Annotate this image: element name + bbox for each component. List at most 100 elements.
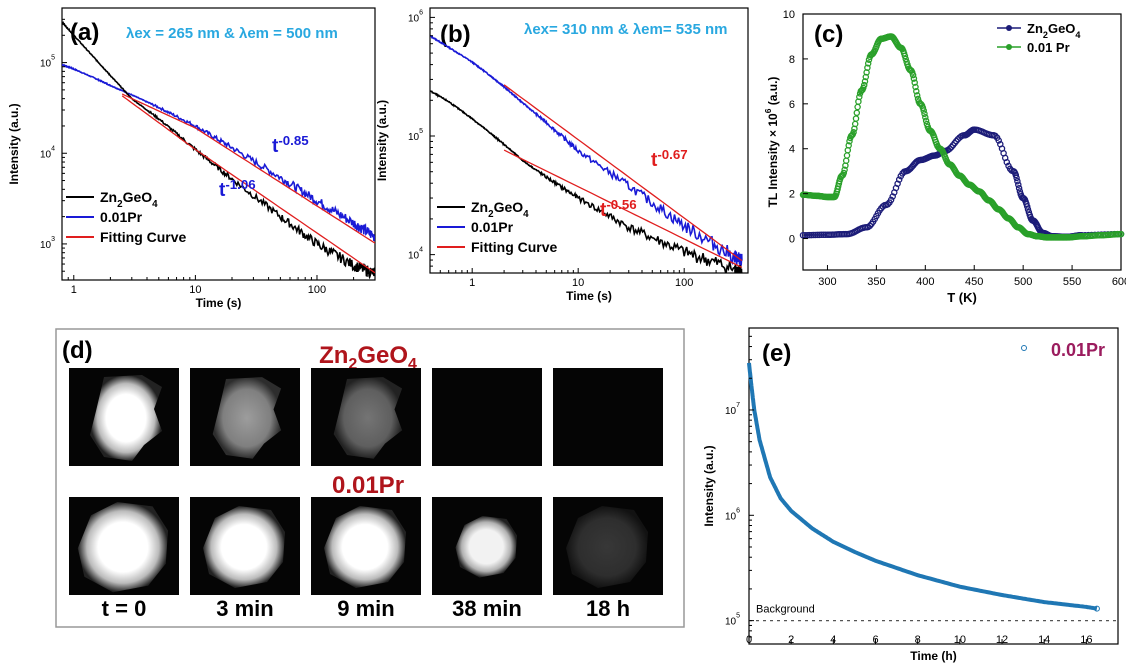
y-tick-label: 105 [408, 128, 423, 143]
tl-point-0 [1003, 158, 1011, 166]
panel-c: (c) 300 350 400 450 500 550 600 0 2 4 6 8 10 T (K) TL … [763, 9, 1126, 305]
tl-point-1 [919, 104, 927, 112]
tl-point-1 [912, 83, 919, 91]
tl-point-1 [911, 79, 918, 86]
tl-point-0 [809, 231, 817, 239]
tl-point-0 [887, 196, 895, 204]
fit-annotation: t-1.06 [219, 177, 256, 201]
tl-point-1 [922, 117, 930, 125]
panel-e-frame [748, 327, 1119, 645]
legend-swatch-marker [1006, 44, 1012, 50]
tl-point-0 [1012, 171, 1020, 179]
tl-point-1 [845, 142, 852, 149]
x-tick-label: 550 [1063, 276, 1081, 288]
x-tick-label: 8 [915, 634, 921, 646]
decay-curve [747, 362, 1098, 611]
panel-a: (a) λex = 265 nm & λem = 500 nm 1 10 100 10… [7, 7, 376, 310]
afterglow-sample [333, 377, 403, 459]
legend-label: 0.01Pr [1051, 340, 1105, 360]
series-line-b-1 [430, 34, 743, 267]
y-axis-label: Intensity (a.u.) [7, 103, 21, 184]
tl-point-0 [1015, 181, 1022, 188]
tl-point-1 [840, 169, 848, 177]
tl-point-1 [901, 52, 909, 60]
panel-d-row1-title: Zn2GeO4 [319, 342, 417, 373]
fit-annotation: t-0.56 [600, 197, 637, 221]
panel-b-label: (b) [440, 21, 471, 48]
legend-label: Fitting Curve [100, 229, 187, 245]
panel-c-data: 300 350 400 450 500 550 600 0 2 4 6 8 10 T (K) TL Inte… [763, 9, 1126, 305]
tl-point-0 [1024, 206, 1032, 213]
afterglow-sample [455, 516, 517, 578]
series-line-a-0 [62, 20, 375, 280]
x-tick-label: 100 [308, 284, 326, 296]
x-tick-label: 10 [954, 634, 966, 646]
panel-a-label: (a) [70, 19, 99, 46]
x-tick-label: 4 [830, 634, 836, 646]
tl-point-0 [1013, 174, 1020, 182]
tl-point-1 [854, 103, 861, 111]
tl-point-1 [860, 84, 867, 92]
x-tick-label: 100 [675, 277, 693, 289]
x-tick-label: 400 [916, 276, 934, 288]
time-label: 3 min [216, 596, 273, 621]
tl-point-0 [811, 231, 819, 239]
legend-label: 0.01Pr [100, 209, 143, 225]
y-axis-label: TL Intensity × 106 (a.u.) [763, 77, 780, 208]
tl-point-0 [995, 137, 1002, 144]
x-tick-label: 6 [872, 634, 878, 646]
tl-point-0 [1015, 184, 1023, 192]
y-tick-label: 103 [40, 236, 55, 251]
tl-point-1 [860, 81, 868, 89]
tl-point-1 [852, 115, 860, 122]
y-tick-label: 8 [789, 54, 795, 66]
legend-label: Fitting Curve [471, 239, 558, 255]
series-line-b-0 [430, 90, 743, 273]
panel-d-label: (d) [62, 337, 93, 364]
tl-point-0 [818, 231, 825, 239]
afterglow-tile [553, 368, 663, 466]
legend-marker [1021, 345, 1027, 351]
tl-point-0 [799, 231, 807, 239]
panel-b-frame [429, 7, 749, 274]
tl-point-1 [902, 55, 909, 63]
afterglow-tile [432, 368, 542, 466]
panel-d-tiles: t = 0 3 min 9 min 38 min 18 h [69, 368, 663, 621]
legend-label: Zn2GeO4 [1027, 21, 1081, 40]
tl-point-1 [843, 152, 851, 159]
y-axis-label: Intensity (a.u.) [375, 100, 389, 181]
tl-point-1 [856, 93, 863, 101]
y-axis-label: Intensity (a.u.) [702, 445, 716, 526]
x-tick-label: 10 [572, 277, 584, 289]
tl-point-1 [861, 78, 869, 85]
legend-label: Zn2GeO4 [471, 199, 529, 220]
panel-c-frame [802, 13, 1122, 271]
tl-point-1 [910, 75, 918, 82]
legend-swatch-marker [1006, 25, 1012, 31]
time-label: 38 min [452, 596, 522, 621]
time-label: t = 0 [102, 596, 147, 621]
panel-a-data: 1 10 100 103 104 105 Time (s) Intensity (a.u.) t… [7, 7, 376, 310]
x-tick-label: 14 [1038, 634, 1050, 646]
x-tick-label: 16 [1080, 634, 1092, 646]
y-tick-label: 106 [725, 507, 740, 522]
panel-a-frame [61, 7, 376, 281]
y-tick-label: 105 [725, 613, 740, 628]
x-tick-label: 500 [1014, 276, 1032, 288]
time-label: 9 min [337, 596, 394, 621]
panel-e-data: Background 0 2 4 6 8 10 12 14 16 105 106 107 Time (h)… [702, 327, 1118, 663]
fit-line-a-3 [121, 93, 375, 244]
x-tick-label: 2 [788, 634, 794, 646]
y-tick-label: 105 [40, 55, 55, 70]
fit-annotation: t-0.67 [651, 147, 688, 171]
panel-b: (b) λex= 310 nm & λem= 535 nm 1 10 1001041… [375, 7, 749, 303]
x-axis-label: Time (s) [196, 296, 242, 310]
y-tick-label: 4 [789, 144, 795, 156]
tl-point-0 [1014, 177, 1021, 185]
fit-line-b-3 [503, 149, 743, 268]
tl-point-1 [864, 60, 872, 67]
tl-point-1 [850, 129, 857, 136]
tl-point-1 [864, 64, 871, 71]
tl-point-1 [920, 107, 927, 114]
